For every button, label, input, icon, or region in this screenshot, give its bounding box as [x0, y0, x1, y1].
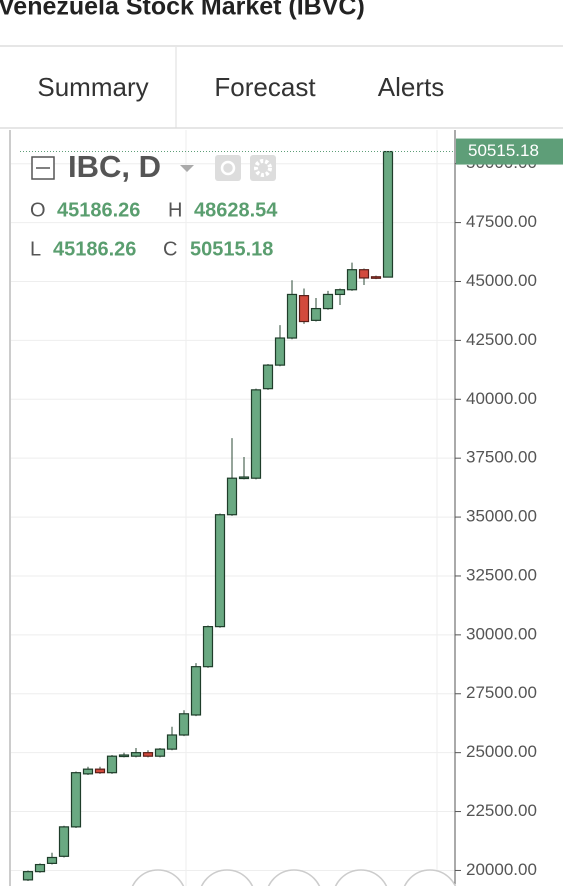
candle-body	[382, 150, 394, 278]
y-tick-label: 20000.00	[466, 860, 537, 879]
candle-body	[166, 734, 178, 750]
y-tick-label: 40000.00	[466, 389, 537, 408]
symbol: IBC, D	[68, 149, 161, 184]
candle-body	[130, 752, 142, 757]
candle-body	[142, 752, 154, 757]
candle-body	[310, 307, 322, 321]
nav-buttons	[130, 869, 458, 886]
y-tick-label: 32500.00	[466, 565, 537, 584]
legend-value: 45186.26	[57, 199, 140, 221]
candle-body	[202, 626, 214, 668]
legend-key: H	[168, 199, 182, 221]
candle-body	[214, 514, 226, 628]
candle-body	[298, 295, 310, 323]
candle-body	[346, 269, 358, 291]
candle-body	[190, 666, 202, 716]
y-tick-label: 27500.00	[466, 683, 537, 702]
y-tick-label: 35000.00	[466, 507, 537, 526]
candle-body	[322, 293, 334, 310]
y-tick-label: 25000.00	[466, 742, 537, 761]
candle-body	[226, 477, 238, 516]
candle-body	[46, 856, 58, 864]
gear-icon	[254, 159, 272, 177]
eye-icon	[220, 160, 236, 176]
candle-body	[334, 289, 346, 296]
candle-body	[82, 768, 94, 775]
candle-body	[22, 871, 34, 881]
y-tick-label: 22500.00	[466, 801, 537, 820]
candle-body	[358, 269, 370, 279]
candle-body	[34, 863, 46, 873]
current-price: 50515.18	[468, 141, 539, 160]
tab[interactable]: Forecast	[214, 72, 316, 102]
candle-body	[118, 754, 130, 758]
candle-body	[106, 755, 118, 774]
legend-value: 45186.26	[53, 238, 136, 260]
legend-key: L	[30, 238, 41, 260]
current-price-box	[456, 138, 563, 165]
nav-button[interactable]	[199, 869, 255, 886]
y-tick-label: 37500.00	[466, 448, 537, 467]
nav-button[interactable]	[402, 869, 458, 886]
grid	[11, 163, 455, 871]
candle-body	[154, 748, 166, 757]
nav-button[interactable]	[266, 869, 322, 886]
nav-button[interactable]	[130, 869, 186, 886]
candle-body	[286, 293, 298, 339]
candle-body	[58, 826, 70, 857]
dropdown-caret[interactable]	[180, 165, 194, 172]
legend-key: O	[30, 199, 46, 221]
candles	[22, 150, 394, 882]
y-tick-label: 42500.00	[466, 330, 537, 349]
candle-body	[70, 772, 82, 828]
page-title: Venezuela Stock Market (IBVC)	[0, 0, 365, 21]
gear-icon[interactable]	[250, 155, 276, 181]
candle-body	[250, 389, 262, 479]
tab[interactable]: Summary	[37, 72, 148, 102]
legend-value: 48628.54	[194, 199, 278, 221]
tab[interactable]: Alerts	[378, 72, 444, 102]
eye-icon[interactable]	[215, 155, 241, 181]
candle-body	[262, 364, 274, 390]
candle-body	[178, 713, 190, 736]
legend-key: C	[163, 238, 177, 260]
legend-value: 50515.18	[190, 238, 273, 260]
candle-body	[94, 768, 106, 774]
y-tick-label: 47500.00	[466, 212, 537, 231]
nav-button[interactable]	[333, 869, 389, 886]
y-tick-label: 30000.00	[466, 624, 537, 643]
candle-body	[238, 476, 250, 480]
y-tick-label: 45000.00	[466, 271, 537, 290]
axis-labels: 20000.00 22500.00 25000.00 27500.00 30000.00…	[455, 153, 537, 879]
legend: IBC, D O 45186.26 H 48628.54 L 45186.26 …	[30, 149, 278, 260]
candle-body	[370, 276, 382, 279]
candle-body	[274, 337, 286, 366]
